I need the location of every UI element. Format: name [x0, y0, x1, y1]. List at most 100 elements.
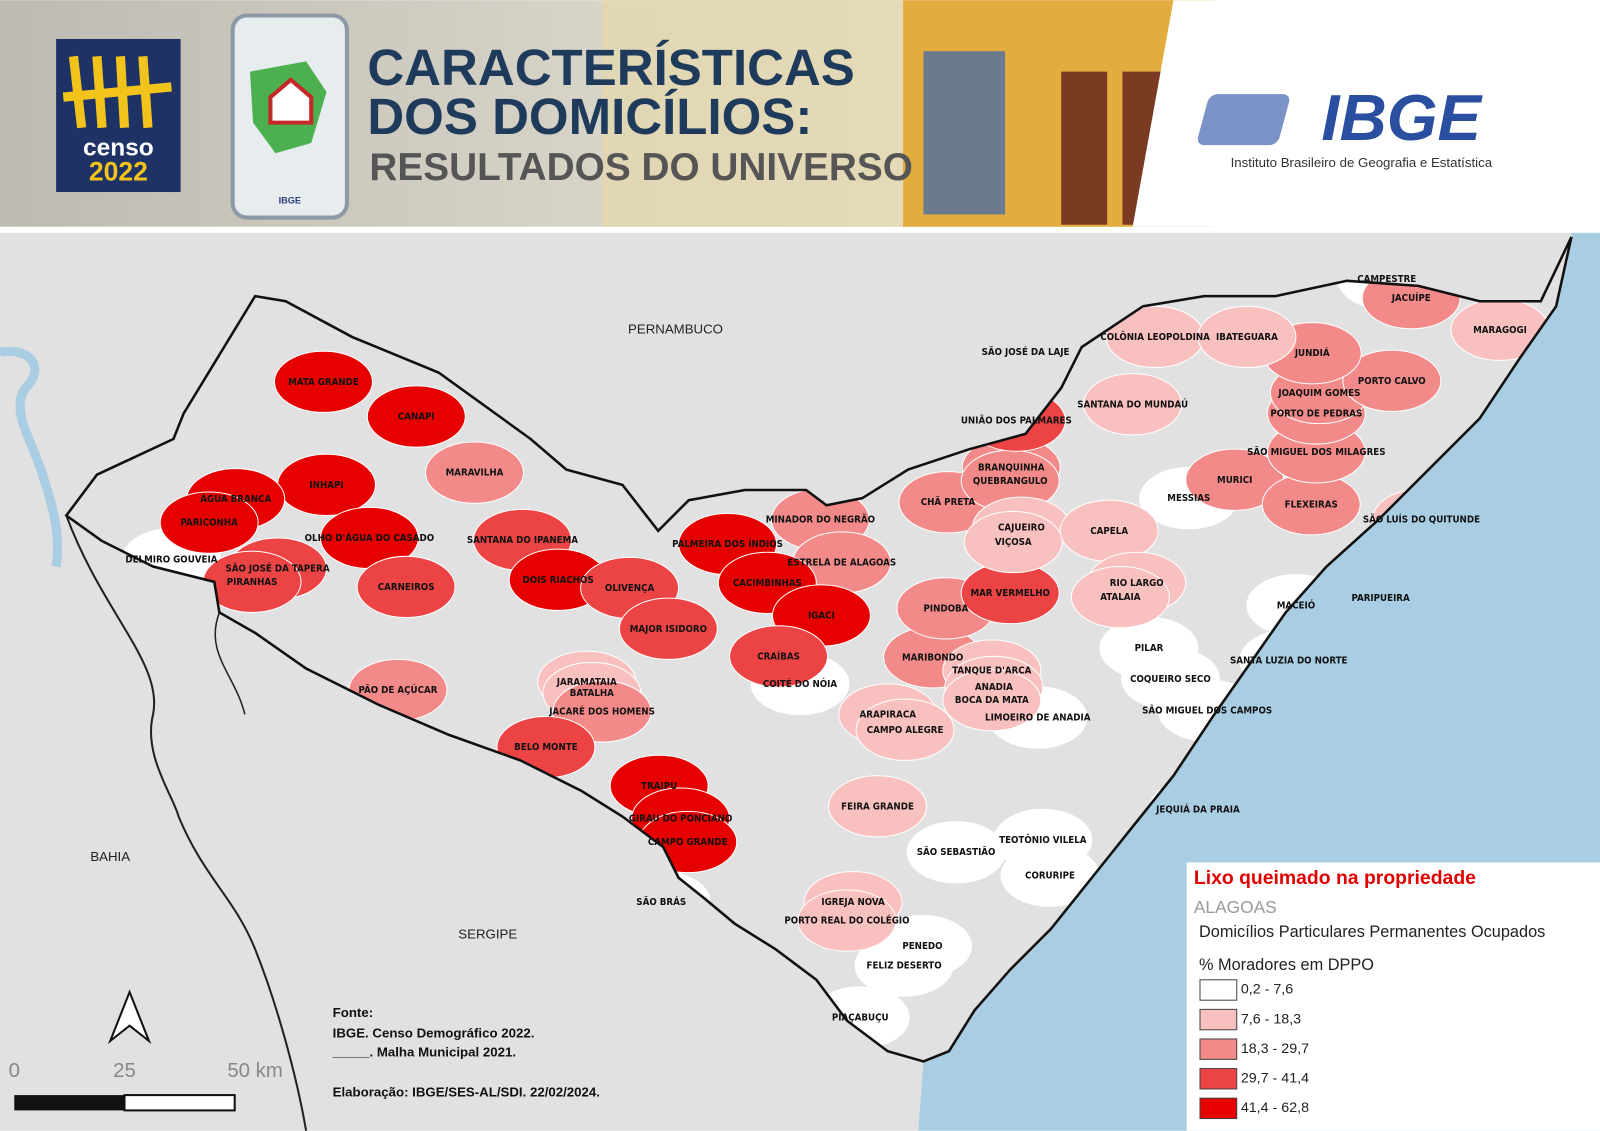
municipality-area [729, 625, 829, 688]
legend-swatch [1199, 1097, 1238, 1120]
municipality-label: JACARÉ DOS HOMENS [548, 704, 655, 717]
municipality-area [1070, 566, 1170, 629]
municipality-label: TRAIPU [641, 781, 677, 792]
legend-swatch [1199, 1038, 1238, 1060]
source-text: Fonte: [333, 1005, 373, 1020]
census-logo-text: censo [83, 135, 154, 162]
ibge-mark [1197, 94, 1290, 146]
municipality-area [854, 934, 954, 997]
header-title: CARACTERÍSTICAS [367, 39, 855, 96]
municipality-area [159, 491, 259, 554]
municipality-label: VIÇOSA [995, 537, 1032, 548]
census-logo-year: 2022 [89, 157, 148, 187]
municipality-area [1197, 305, 1297, 369]
header-title: DOS DOMICÍLIOS: [367, 88, 812, 145]
north-arrow [107, 989, 152, 1045]
municipality-label: BRANQUINHA [978, 463, 1045, 474]
municipality-label: DELMIRO GOUVEIA [125, 554, 217, 565]
header-subtitle: RESULTADOS DO UNIVERSO [369, 146, 912, 189]
municipality-label: IGREJA NOVA [821, 897, 885, 908]
header: censo 2022 IBGE CARACTERÍSTICAS DOS DOMI… [0, 0, 1600, 227]
municipality-label: CAJUEIRO [998, 523, 1045, 534]
state-border [65, 515, 308, 1131]
municipality-label: COQUEIRO SECO [1130, 674, 1211, 685]
door [1061, 71, 1108, 225]
municipality-label: MAR VERMELHO [970, 588, 1049, 599]
municipality-label: SÃO JOSÉ DA LAJE [982, 345, 1070, 358]
municipality-label: PORTO DE PEDRAS [1270, 408, 1362, 419]
municipality-area [366, 385, 466, 448]
municipality-label: MARAGOGI [1473, 325, 1527, 336]
municipality-label: FELIZ DESERTO [867, 961, 942, 972]
municipality-label: FEIRA GRANDE [841, 801, 914, 812]
municipality-label: PIAÇABUÇU [832, 1013, 889, 1024]
legend-label: 7,6 - 18,3 [1241, 1011, 1301, 1027]
municipality-label: FLEXEIRAS [1285, 499, 1338, 510]
scale-label: 50 km [227, 1060, 283, 1082]
municipality-label: CAMPO GRANDE [648, 837, 728, 848]
municipality-label: MURICI [1217, 475, 1252, 486]
legend-universe: Domicílios Particulares Permanentes Ocup… [1199, 923, 1545, 941]
municipality-label: BELO MONTE [514, 742, 578, 753]
municipality-area [797, 889, 897, 952]
municipality-label: JEQUIÁ DA PRAIA [1155, 802, 1240, 815]
legend-label: 0,2 - 7,6 [1241, 982, 1293, 998]
source-text: IBGE. Censo Demográfico 2022. [333, 1025, 535, 1040]
municipality-label: PARICONHA [181, 518, 239, 529]
municipality-label: CORURIPE [1025, 871, 1075, 882]
river [0, 346, 63, 568]
legend-classes: 0,2 - 7,6 7,6 - 18,3 18,3 - 29,7 29,7 - 41,… [1199, 979, 1309, 1120]
neighbor-label: BAHIA [90, 849, 130, 864]
municipality-area [425, 441, 524, 504]
legend-region: ALAGOAS [1194, 897, 1277, 917]
municipality-label: PARIPUEIRA [1351, 593, 1410, 604]
municipality-area [942, 669, 1042, 732]
legend-label: 41,4 - 62,8 [1241, 1100, 1309, 1116]
header-white [1132, 0, 1600, 227]
municipality-label: MARIBONDO [902, 652, 963, 663]
municipality-label: PINDOBA [923, 603, 968, 614]
ibge-logo: IBGE [1321, 81, 1483, 154]
source-text: _____. Malha Municipal 2021. [332, 1045, 516, 1060]
municipality-label: SÃO BRÁS [636, 895, 686, 908]
municipality-label: LIMOEIRO DE ANADIA [985, 713, 1091, 724]
municipality-label: PORTO CALVO [1358, 376, 1426, 387]
municipality-label: JUNDIÁ [1294, 346, 1330, 359]
state-border [214, 612, 246, 715]
municipality-area [963, 510, 1063, 574]
state-outline [64, 236, 1573, 1063]
municipality-label: ARAPIRACA [860, 709, 917, 720]
municipality-label: GIRAU DO PONCIANO [629, 814, 733, 825]
municipality-label: MESSIAS [1167, 493, 1210, 504]
municipality-label: QUEBRANGULO [973, 476, 1048, 487]
municipality-label: PORTO REAL DO COLÉGIO [784, 914, 909, 927]
municipality-label: MARAVILHA [446, 468, 504, 479]
scale-label: 25 [113, 1060, 136, 1082]
municipality-label: SÃO LUÍS DO QUITUNDE [1363, 513, 1480, 526]
phone-logo: IBGE [279, 196, 301, 206]
municipality-label: SÃO MIGUEL DOS CAMPOS [1142, 703, 1272, 716]
municipality-label: PÃO DE AÇÚCAR [358, 683, 437, 696]
legend-swatch [1199, 979, 1238, 1001]
window [923, 51, 1006, 215]
municipality-label: OLHO D'ÁGUA DO CASADO [305, 531, 435, 544]
neighbor-label: PERNAMBUCO [628, 321, 723, 336]
municipality-label: UNIÃO DOS PALMARES [961, 414, 1072, 427]
municipality-area [356, 555, 456, 619]
municipality-label: PALMEIRA DOS ÍNDIOS [672, 537, 783, 550]
municipality-label: CANAPI [398, 412, 435, 423]
municipality-label: CRAÍBAS [757, 649, 800, 662]
municipality-label: PILAR [1135, 643, 1164, 654]
municipality-label: DOIS RIACHOS [523, 575, 594, 586]
municipality-area [855, 698, 955, 761]
municipality-area [828, 775, 928, 838]
legend-measure: % Moradores em DPPO [1199, 956, 1374, 974]
legend-swatch [1199, 1068, 1238, 1090]
municipality-label: JARAMATAIA [556, 677, 617, 688]
municipality-label: TANQUE D'ARCA [952, 666, 1031, 677]
municipality-label: ÁGUA BRANCA [200, 492, 271, 505]
legend-swatch [1199, 1008, 1238, 1031]
municipality-label: CARNEIROS [378, 582, 435, 593]
